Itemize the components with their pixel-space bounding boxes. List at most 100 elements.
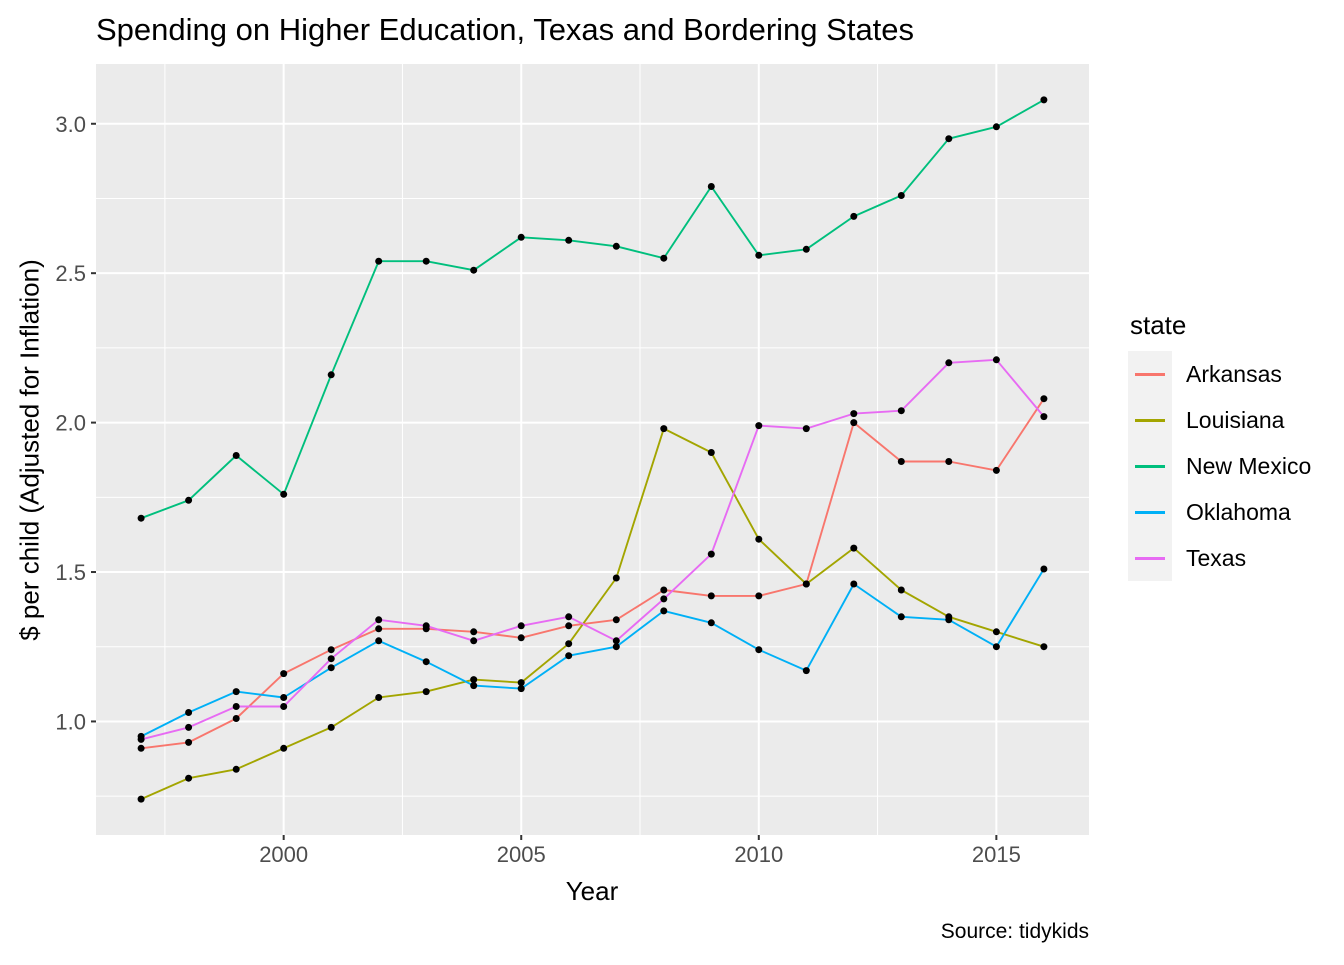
- data-point: [280, 703, 288, 710]
- data-point: [755, 251, 763, 259]
- data-point: [565, 236, 573, 244]
- data-point: [280, 694, 288, 701]
- legend-entry-new-mexico: New Mexico: [1128, 443, 1311, 489]
- data-point: [470, 682, 478, 690]
- data-point: [185, 496, 193, 504]
- data-point: [612, 637, 620, 645]
- data-point: [327, 655, 335, 663]
- data-point: [992, 643, 1000, 651]
- data-point: [1040, 413, 1048, 421]
- data-point: [232, 452, 240, 459]
- data-point: [517, 233, 525, 241]
- y-tick-label: 2.5: [55, 261, 86, 286]
- data-point: [185, 709, 193, 716]
- data-point: [422, 257, 430, 265]
- legend-title: state: [1130, 310, 1187, 340]
- x-tick-label: 2015: [972, 842, 1021, 867]
- legend-entry-arkansas: Arkansas: [1128, 351, 1311, 397]
- plot-title: Spending on Higher Education, Texas and …: [96, 12, 915, 47]
- x-axis-title: Year: [565, 876, 619, 906]
- data-point: [327, 371, 335, 379]
- data-point: [897, 613, 905, 621]
- y-tick-labels: 1.0 1.5 2.0 2.5 3.0: [55, 112, 86, 735]
- data-point: [137, 735, 145, 743]
- series-line-new-mexico: [140, 98, 1045, 520]
- data-point: [707, 592, 715, 600]
- data-point: [850, 580, 858, 588]
- data-point: [517, 685, 525, 693]
- data-point: [897, 586, 905, 594]
- gridlines-minor: [96, 64, 1089, 835]
- legend-entry-louisiana: Louisiana: [1128, 397, 1311, 443]
- series-points-arkansas: [137, 395, 1048, 752]
- legend-key-louisiana: [1128, 397, 1172, 443]
- data-point: [327, 646, 335, 654]
- data-point: [850, 410, 858, 418]
- data-point: [660, 595, 668, 603]
- legend-key-texas: [1128, 535, 1172, 581]
- series-line-texas: [140, 358, 1045, 741]
- series-points-texas: [137, 356, 1048, 743]
- legend-key-new-mexico: [1128, 443, 1172, 489]
- legend-key-line-texas: [1135, 556, 1165, 560]
- data-point: [470, 266, 478, 274]
- data-point: [612, 574, 620, 582]
- data-point: [802, 425, 810, 433]
- data-point: [992, 628, 1000, 636]
- data-point: [327, 664, 335, 672]
- data-point: [992, 123, 1000, 131]
- legend-key-arkansas: [1128, 351, 1172, 397]
- x-tick-label: 2000: [259, 842, 308, 867]
- data-point: [280, 490, 288, 498]
- data-point: [992, 466, 1000, 474]
- data-point: [802, 245, 810, 253]
- data-point: [945, 458, 953, 465]
- data-point: [422, 658, 430, 666]
- data-point: [612, 643, 620, 651]
- data-point: [660, 607, 668, 615]
- data-point: [422, 688, 430, 696]
- data-point: [707, 619, 715, 627]
- series-points-new-mexico: [137, 96, 1048, 522]
- data-point: [137, 514, 145, 522]
- data-point: [565, 652, 573, 660]
- legend-key-line-oklahoma: [1135, 510, 1165, 514]
- y-tick-label: 1.0: [55, 709, 86, 734]
- legend-label-arkansas: Arkansas: [1186, 360, 1282, 387]
- data-point: [1040, 395, 1048, 403]
- series-line-oklahoma: [140, 568, 1045, 738]
- data-point: [565, 613, 573, 621]
- data-point: [517, 679, 525, 687]
- legend-label-new-mexico: New Mexico: [1186, 452, 1312, 479]
- legend-entry-texas: Texas: [1128, 535, 1311, 581]
- data-point: [375, 625, 383, 633]
- x-tick-labels: 2000 2005 2010 2015: [259, 842, 1021, 867]
- data-point: [612, 242, 620, 250]
- data-point: [755, 535, 763, 543]
- data-point: [232, 703, 240, 710]
- data-point: [802, 580, 810, 588]
- data-point: [897, 192, 905, 199]
- data-point: [992, 356, 1000, 364]
- data-point: [850, 544, 858, 552]
- axis-ticks: [91, 122, 998, 840]
- data-point: [755, 422, 763, 430]
- series-line-arkansas: [140, 397, 1045, 750]
- legend-label-louisiana: Louisiana: [1186, 406, 1285, 433]
- data-point: [1040, 565, 1048, 573]
- gridlines-major: [96, 64, 1089, 835]
- legend-entry-oklahoma: Oklahoma: [1128, 489, 1311, 535]
- data-point: [897, 407, 905, 415]
- chart-panel: [96, 64, 1089, 835]
- data-point: [945, 135, 953, 143]
- data-point: [945, 359, 953, 367]
- data-point: [755, 592, 763, 600]
- data-point: [470, 637, 478, 645]
- data-point: [375, 616, 383, 624]
- data-point: [280, 670, 288, 678]
- data-point: [850, 212, 858, 220]
- data-point: [375, 257, 383, 265]
- data-point: [707, 449, 715, 456]
- data-point: [232, 688, 240, 696]
